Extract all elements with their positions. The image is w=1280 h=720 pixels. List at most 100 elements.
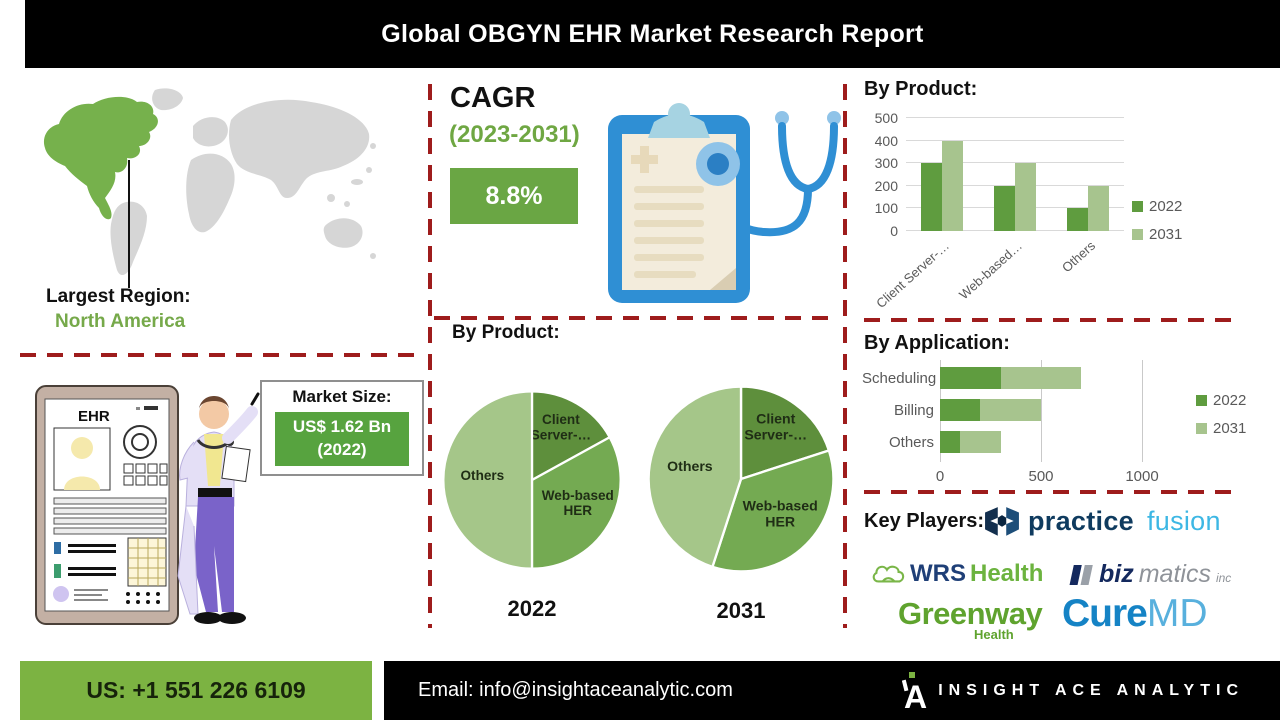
gridline: [906, 117, 1124, 118]
map-island: [370, 253, 376, 259]
greenway-health-logo: Greenway Health: [898, 596, 1048, 642]
divider-mid-left: [428, 84, 432, 628]
brand-name: INSIGHT ACE ANALYTIC: [938, 681, 1244, 699]
cagr-value: 8.8%: [485, 181, 543, 210]
pie-slice-label: Web-based HER: [542, 488, 614, 518]
bar-group-Others: [1066, 118, 1109, 231]
schedule-table: [127, 537, 167, 587]
wrs-health-logo: WRS Health: [870, 560, 1043, 588]
bars-layer: [906, 118, 1124, 231]
greenway-health-text: Health: [974, 627, 1014, 642]
map-greenland: [152, 88, 183, 111]
bar-2031: [1087, 185, 1109, 231]
map-leader-line: [128, 160, 130, 288]
wrs-cloud-icon: [872, 565, 905, 583]
paper-plus-icon: [631, 146, 658, 173]
map-north-america-highlight: [43, 96, 158, 220]
pie-chart-2031: Client Server-… Web-based HER Others: [647, 385, 835, 573]
greenway-text: Greenway: [898, 596, 1043, 631]
entry-line: [68, 550, 116, 553]
bizmatics-icon: [1069, 564, 1093, 585]
tablet-status-dot: [136, 407, 140, 410]
pie-slice-Others: [442, 390, 534, 570]
bar-track: [940, 399, 1041, 421]
row-label: Others: [888, 433, 934, 451]
map-australia: [323, 218, 363, 248]
legend-item-2031: 2031: [1132, 226, 1182, 243]
bar-2031: [1014, 163, 1036, 231]
divider-mid-right: [843, 84, 847, 628]
legend-label: 2031: [1149, 226, 1183, 243]
patient-silhouette-body: [64, 476, 100, 490]
md-text: MD: [1146, 592, 1208, 635]
doctor-figure: [177, 392, 260, 624]
paper-fold-corner: [710, 268, 736, 290]
email-label: Email:: [418, 679, 474, 701]
legend-label: 2022: [1149, 198, 1183, 215]
application-bar-chart: Scheduling Billing Others 0 500 1000 2022 203…: [862, 358, 1260, 498]
market-size-value: US$ 1.62 Bn: [292, 417, 392, 437]
ehr-screen-title: EHR: [78, 408, 110, 425]
bar-2022: [1066, 208, 1088, 231]
phone-number: US: +1 551 226 6109: [86, 677, 306, 703]
category-label: Client Server-…: [873, 238, 953, 312]
practice-fusion-text-2: fusion: [1146, 506, 1221, 536]
stethoscope-earpiece: [775, 111, 789, 125]
stethoscope-chestpiece-inner: [707, 153, 729, 175]
key-players-title: Key Players:: [864, 510, 985, 532]
divider-right-1: [864, 318, 1240, 322]
pie-slice-label: Others: [460, 468, 504, 483]
app-row-Others: Others: [862, 426, 1260, 458]
gridline: [906, 139, 1124, 141]
segment-2022: [940, 367, 1001, 389]
legend-swatch: [1196, 395, 1207, 406]
email-address: info@insightaceanalytic.com: [479, 679, 733, 701]
pie-slice-label: Client Server-…: [744, 411, 807, 443]
row-label: Billing: [893, 401, 934, 419]
market-size-box: Market Size: US$ 1.62 Bn (2022): [260, 380, 424, 476]
map-africa: [186, 153, 235, 233]
paper-lines: [634, 186, 704, 278]
page-title: Global OBGYN EHR Market Research Report: [381, 19, 924, 48]
bar-2022: [921, 163, 943, 231]
legend-item-2031: 2031: [1196, 420, 1246, 437]
cagr-period: (2023-2031): [449, 121, 580, 148]
divider-mid: [434, 316, 838, 320]
stethoscope-earpiece: [827, 111, 841, 125]
x-tick-label: 0: [935, 468, 945, 485]
divider-right-2: [864, 490, 1242, 494]
gridline: [1041, 360, 1042, 462]
product-bar-chart: 0 100 200 300 400 500 Client Server-… Web-base…: [866, 110, 1196, 317]
gridline: [1142, 360, 1143, 462]
segment-2022: [940, 431, 961, 453]
pie-slice-Others: [647, 385, 743, 569]
pie-slice-Client Server-…: [530, 390, 612, 482]
bar-2031: [942, 140, 964, 231]
biz-text: biz: [1099, 560, 1134, 588]
market-size-value-box: US$ 1.62 Bn (2022): [275, 412, 409, 466]
legend-label: 2022: [1213, 392, 1247, 409]
pie-chart-2022: Client Server-… Web-based HER Others: [442, 390, 622, 570]
pie-slice-label: Web-based HER: [743, 498, 818, 530]
doctor-ehr-illustration: EHR: [35, 385, 260, 625]
legend-swatch: [1132, 229, 1143, 240]
x-axis-category-labels: Client Server-… Web-based… Others: [874, 238, 1124, 313]
bar-group-Client Server-…: [921, 118, 964, 231]
wrs-text: WRS: [910, 560, 966, 587]
y-tick-label: 400: [874, 132, 898, 149]
matics-text: matics: [1138, 560, 1211, 588]
market-size-label: Market Size:: [292, 387, 392, 406]
largest-region-label: Largest Region:: [46, 286, 191, 307]
y-tick-label: 0: [890, 223, 898, 239]
clipboard-stethoscope-illustration: [608, 103, 841, 303]
largest-region-value: North America: [55, 311, 186, 332]
map-asia: [229, 99, 370, 198]
clipboard-clip: [648, 114, 710, 138]
x-tick-label: 1000: [1125, 468, 1159, 485]
map-europe: [193, 117, 228, 147]
x-tick-label: 500: [1028, 468, 1054, 485]
by-product-bars-title: By Product:: [864, 78, 978, 100]
dots-grid: [126, 592, 160, 604]
y-axis-ticks: 0 100 200 300 400 500: [866, 110, 900, 239]
